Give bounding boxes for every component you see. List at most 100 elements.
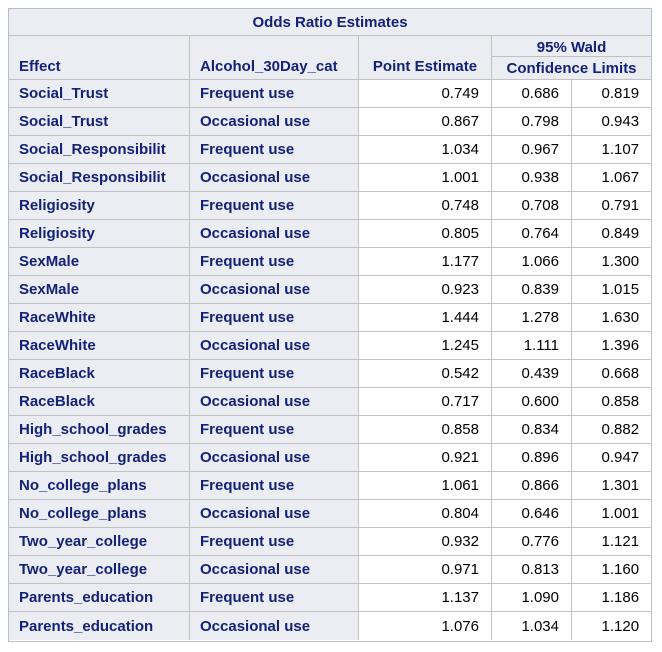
- cell-lower-limit: 0.839: [492, 276, 572, 304]
- cell-lower-limit: 0.600: [492, 388, 572, 416]
- cell-point-estimate: 1.444: [359, 304, 492, 332]
- cell-effect: High_school_grades: [9, 444, 190, 472]
- cell-upper-limit: 1.015: [572, 276, 652, 304]
- table-body: Social_Trust Frequent use 0.749 0.686 0.819 S…: [9, 80, 652, 640]
- cell-lower-limit: 0.646: [492, 500, 572, 528]
- cell-lower-limit: 1.278: [492, 304, 572, 332]
- cell-effect: Social_Trust: [9, 80, 190, 108]
- cell-lower-limit: 0.896: [492, 444, 572, 472]
- header-point-estimate: Point Estimate: [359, 36, 492, 80]
- cell-point-estimate: 1.177: [359, 248, 492, 276]
- cell-effect: RaceWhite: [9, 304, 190, 332]
- cell-point-estimate: 1.245: [359, 332, 492, 360]
- cell-effect: Two_year_college: [9, 556, 190, 584]
- cell-lower-limit: 0.938: [492, 164, 572, 192]
- cell-category: Frequent use: [190, 136, 359, 164]
- cell-category: Occasional use: [190, 276, 359, 304]
- cell-category: Occasional use: [190, 556, 359, 584]
- table-row: Religiosity Occasional use 0.805 0.764 0.849: [9, 220, 652, 248]
- cell-upper-limit: 1.630: [572, 304, 652, 332]
- cell-category: Occasional use: [190, 500, 359, 528]
- cell-effect: Religiosity: [9, 192, 190, 220]
- table-row: Religiosity Frequent use 0.748 0.708 0.791: [9, 192, 652, 220]
- table-row: High_school_grades Occasional use 0.921 0.8…: [9, 444, 652, 472]
- header-effect: Effect: [9, 36, 190, 80]
- cell-effect: Parents_education: [9, 584, 190, 612]
- cell-effect: RaceWhite: [9, 332, 190, 360]
- table-row: No_college_plans Frequent use 1.061 0.866 1.…: [9, 472, 652, 500]
- cell-lower-limit: 1.111: [492, 332, 572, 360]
- cell-lower-limit: 0.813: [492, 556, 572, 584]
- table-row: No_college_plans Occasional use 0.804 0.646…: [9, 500, 652, 528]
- cell-upper-limit: 1.001: [572, 500, 652, 528]
- cell-upper-limit: 0.819: [572, 80, 652, 108]
- table-row: High_school_grades Frequent use 0.858 0.834…: [9, 416, 652, 444]
- cell-category: Frequent use: [190, 304, 359, 332]
- table-row: Parents_education Occasional use 1.076 1.03…: [9, 612, 652, 640]
- cell-category: Frequent use: [190, 472, 359, 500]
- cell-effect: Religiosity: [9, 220, 190, 248]
- header-alcohol-category: Alcohol_30Day_cat: [190, 36, 359, 80]
- cell-effect: SexMale: [9, 248, 190, 276]
- table-row: Social_Responsibilit Frequent use 1.034 0.9…: [9, 136, 652, 164]
- cell-upper-limit: 1.121: [572, 528, 652, 556]
- table-row: Two_year_college Frequent use 0.932 0.776 1.…: [9, 528, 652, 556]
- table-row: Social_Trust Occasional use 0.867 0.798 0.94…: [9, 108, 652, 136]
- cell-category: Occasional use: [190, 332, 359, 360]
- cell-category: Frequent use: [190, 80, 359, 108]
- cell-category: Occasional use: [190, 444, 359, 472]
- cell-effect: Parents_education: [9, 612, 190, 640]
- cell-effect: RaceBlack: [9, 360, 190, 388]
- cell-upper-limit: 1.107: [572, 136, 652, 164]
- cell-lower-limit: 0.834: [492, 416, 572, 444]
- table-title: Odds Ratio Estimates: [9, 9, 652, 36]
- cell-upper-limit: 1.300: [572, 248, 652, 276]
- cell-category: Frequent use: [190, 248, 359, 276]
- cell-point-estimate: 0.858: [359, 416, 492, 444]
- cell-upper-limit: 0.668: [572, 360, 652, 388]
- cell-point-estimate: 0.748: [359, 192, 492, 220]
- cell-point-estimate: 0.923: [359, 276, 492, 304]
- cell-effect: Two_year_college: [9, 528, 190, 556]
- cell-point-estimate: 1.034: [359, 136, 492, 164]
- cell-lower-limit: 1.090: [492, 584, 572, 612]
- cell-point-estimate: 0.867: [359, 108, 492, 136]
- table-row: RaceBlack Frequent use 0.542 0.439 0.668: [9, 360, 652, 388]
- cell-point-estimate: 0.749: [359, 80, 492, 108]
- cell-category: Occasional use: [190, 388, 359, 416]
- table-row: RaceWhite Occasional use 1.245 1.111 1.396: [9, 332, 652, 360]
- cell-effect: Social_Trust: [9, 108, 190, 136]
- cell-category: Frequent use: [190, 192, 359, 220]
- cell-lower-limit: 0.708: [492, 192, 572, 220]
- cell-category: Frequent use: [190, 528, 359, 556]
- cell-lower-limit: 0.439: [492, 360, 572, 388]
- cell-point-estimate: 0.542: [359, 360, 492, 388]
- odds-ratio-table: Odds Ratio Estimates Effect Alcohol_30Da…: [9, 9, 652, 640]
- cell-upper-limit: 0.943: [572, 108, 652, 136]
- cell-upper-limit: 1.301: [572, 472, 652, 500]
- cell-point-estimate: 0.932: [359, 528, 492, 556]
- cell-point-estimate: 1.137: [359, 584, 492, 612]
- cell-category: Occasional use: [190, 612, 359, 640]
- cell-lower-limit: 1.066: [492, 248, 572, 276]
- cell-point-estimate: 1.076: [359, 612, 492, 640]
- cell-category: Frequent use: [190, 416, 359, 444]
- table-row: Parents_education Frequent use 1.137 1.090 1…: [9, 584, 652, 612]
- table-row: Two_year_college Occasional use 0.971 0.813…: [9, 556, 652, 584]
- cell-point-estimate: 0.804: [359, 500, 492, 528]
- table-row: RaceBlack Occasional use 0.717 0.600 0.858: [9, 388, 652, 416]
- cell-effect: High_school_grades: [9, 416, 190, 444]
- cell-point-estimate: 1.061: [359, 472, 492, 500]
- table-row: Social_Trust Frequent use 0.749 0.686 0.819: [9, 80, 652, 108]
- cell-effect: Social_Responsibilit: [9, 136, 190, 164]
- table-row: SexMale Occasional use 0.923 0.839 1.015: [9, 276, 652, 304]
- table-row: RaceWhite Frequent use 1.444 1.278 1.630: [9, 304, 652, 332]
- cell-upper-limit: 0.858: [572, 388, 652, 416]
- table-row: Social_Responsibilit Occasional use 1.001 0…: [9, 164, 652, 192]
- cell-effect: No_college_plans: [9, 500, 190, 528]
- cell-upper-limit: 1.396: [572, 332, 652, 360]
- cell-lower-limit: 1.034: [492, 612, 572, 640]
- header-ci-bottom: Confidence Limits: [492, 57, 652, 80]
- cell-point-estimate: 0.921: [359, 444, 492, 472]
- cell-point-estimate: 0.971: [359, 556, 492, 584]
